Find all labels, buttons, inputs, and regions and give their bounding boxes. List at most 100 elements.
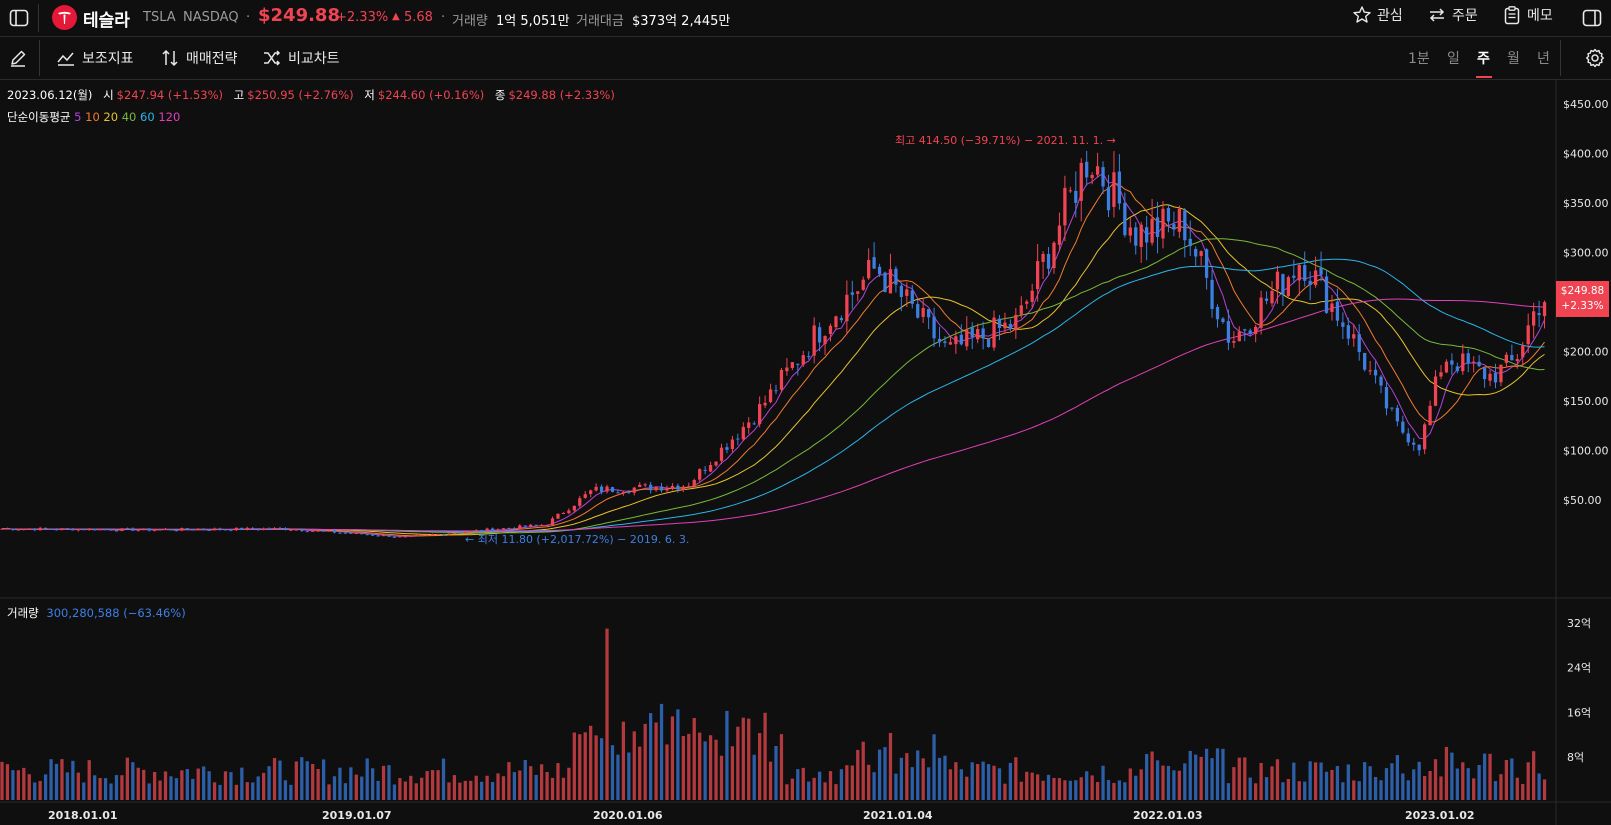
candle-body — [316, 530, 320, 532]
volume-bar — [474, 775, 478, 800]
strategy-button[interactable]: 매매전략 — [160, 48, 238, 68]
candle-body — [828, 325, 833, 335]
period-1min[interactable]: 1분 — [1408, 51, 1430, 67]
candle-body — [163, 529, 168, 531]
volume-bar — [1145, 754, 1149, 800]
candle-body — [954, 336, 958, 345]
candle-body — [997, 318, 1002, 328]
price-chart[interactable]: $450.00$400.00$350.00$300.00$250.00$200.… — [0, 80, 1611, 825]
low-label: 저 — [364, 88, 375, 102]
period-year[interactable]: 년 — [1537, 51, 1550, 67]
sidebar-toggle-icon[interactable] — [9, 8, 29, 32]
period-month[interactable]: 월 — [1507, 51, 1520, 67]
volume-bar — [191, 778, 195, 800]
candle-body — [736, 438, 740, 440]
volume-bar — [779, 734, 784, 800]
volume-bar — [698, 732, 702, 800]
volume-bar — [1515, 777, 1519, 800]
candle-body — [87, 528, 91, 531]
candle-body — [665, 488, 669, 491]
order-button[interactable]: 주문 — [1427, 5, 1478, 25]
sidebar-right-toggle-icon[interactable] — [1582, 8, 1602, 32]
candle-body — [523, 525, 527, 527]
candle-body — [681, 486, 685, 490]
period-week[interactable]: 주 — [1477, 51, 1490, 67]
candle-body — [627, 491, 631, 493]
volume-bar — [93, 775, 97, 800]
candle-body — [801, 355, 805, 365]
volume-bar — [1324, 771, 1329, 800]
candle-body — [572, 505, 576, 511]
volume-bar — [1537, 773, 1541, 800]
swap-arrows-icon — [1429, 8, 1445, 22]
volume-bar — [905, 753, 909, 800]
volume-bar — [817, 771, 822, 800]
settings-gear-icon[interactable] — [1585, 48, 1605, 72]
volume-bar — [1412, 769, 1416, 800]
candle-body — [109, 529, 113, 531]
volume-bar — [452, 775, 457, 800]
candle-body — [1101, 167, 1105, 187]
volume-bar — [545, 771, 549, 800]
watch-button[interactable]: 관심 — [1352, 5, 1403, 25]
strategy-label: 매매전략 — [186, 51, 238, 67]
volume-bar — [240, 767, 244, 800]
volume-bar — [1014, 757, 1018, 800]
volume-bar — [11, 770, 15, 800]
compare-button[interactable]: 비교차트 — [262, 48, 340, 68]
draw-pencil-icon[interactable] — [8, 48, 28, 72]
candle-body — [490, 528, 495, 531]
volume-bar — [131, 762, 135, 800]
memo-button[interactable]: 메모 — [1502, 5, 1553, 25]
compare-label: 비교차트 — [288, 51, 340, 67]
volume-bar — [992, 765, 996, 800]
star-icon — [1353, 6, 1371, 23]
candle-body — [158, 529, 162, 531]
volume-bar — [616, 754, 620, 800]
candle-body — [894, 268, 898, 285]
candle-body — [1270, 290, 1274, 304]
volume-bar — [311, 763, 315, 800]
volume-bar — [300, 757, 304, 800]
volume-bar — [594, 735, 598, 800]
candle-body — [1199, 251, 1203, 256]
volume-bar — [371, 768, 375, 800]
candle-body — [725, 447, 729, 450]
indicators-button[interactable]: 보조지표 — [56, 48, 134, 68]
volume-bar — [1341, 782, 1345, 800]
candle-body — [365, 534, 369, 536]
volume-bar — [589, 725, 593, 800]
volume-bar — [1477, 764, 1481, 800]
volume-bar — [1542, 779, 1547, 800]
volume-bar — [861, 741, 865, 800]
candle-body — [567, 510, 571, 514]
volume-bar — [681, 736, 685, 800]
candle-body — [1172, 224, 1176, 230]
volume-bar — [398, 778, 402, 800]
period-day[interactable]: 일 — [1447, 51, 1460, 67]
candle-body — [169, 529, 173, 531]
candle-body — [1030, 290, 1034, 302]
volume-bar — [1215, 748, 1220, 800]
candle-body — [1292, 275, 1296, 278]
ma-legend: 단순이동평균 5 10 20 40 60 120 — [7, 109, 180, 125]
candle-body — [1428, 405, 1432, 426]
volume-bar — [512, 772, 517, 800]
volume-bar — [114, 775, 119, 800]
candle-body — [311, 530, 315, 532]
volume-bar — [1112, 782, 1116, 800]
candle-body — [218, 528, 222, 530]
ma20-label: 20 — [103, 110, 119, 124]
volume-bar — [812, 777, 816, 800]
candle-body — [360, 533, 364, 535]
candle-body — [1139, 224, 1143, 247]
volume-bar — [894, 773, 898, 800]
candle-body — [278, 528, 282, 530]
price-tick-label: $100.00 — [1563, 445, 1609, 458]
volume-bar — [1150, 751, 1154, 800]
candle-body — [381, 535, 386, 537]
candle-body — [648, 484, 653, 491]
volume-bar — [970, 762, 974, 800]
volume-tick-label: 16억 — [1567, 706, 1591, 719]
volume-bar — [251, 782, 255, 800]
